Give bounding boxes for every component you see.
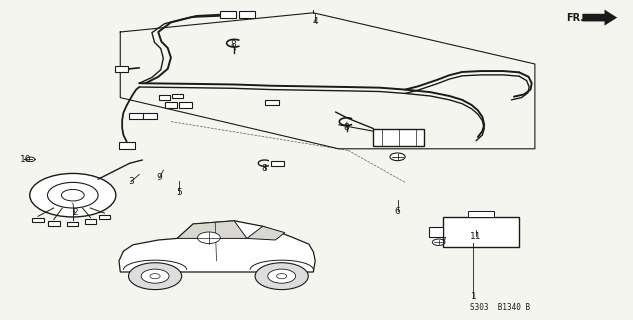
Bar [67, 222, 78, 226]
Circle shape [141, 269, 169, 283]
Circle shape [277, 274, 287, 279]
Text: 8: 8 [261, 164, 268, 173]
Bar [220, 11, 235, 18]
Bar [159, 95, 170, 100]
Circle shape [61, 189, 84, 201]
Circle shape [30, 173, 116, 217]
Bar [32, 218, 44, 222]
Bar [443, 217, 519, 247]
Circle shape [255, 263, 308, 290]
Text: 8: 8 [230, 40, 236, 49]
Bar [373, 129, 424, 147]
Bar [119, 142, 134, 149]
Circle shape [197, 232, 220, 244]
Text: 6: 6 [394, 207, 401, 216]
Circle shape [390, 153, 405, 161]
Bar [115, 66, 128, 72]
Bar [239, 11, 254, 18]
Polygon shape [247, 226, 285, 240]
Polygon shape [119, 221, 315, 272]
Text: 4: 4 [313, 17, 318, 26]
Text: 5: 5 [176, 188, 182, 197]
Bar [172, 93, 183, 99]
Bar [85, 219, 96, 224]
Circle shape [47, 182, 98, 208]
Polygon shape [582, 10, 617, 26]
Text: 11: 11 [470, 232, 482, 241]
Bar [271, 161, 284, 166]
Text: 7: 7 [440, 237, 446, 246]
Text: 9: 9 [156, 173, 163, 182]
Bar [429, 227, 443, 237]
Text: 1: 1 [470, 292, 477, 301]
Polygon shape [177, 221, 247, 238]
Text: 2: 2 [72, 208, 77, 217]
Circle shape [268, 269, 296, 283]
Bar [143, 113, 157, 119]
Text: 3: 3 [128, 177, 134, 186]
Circle shape [432, 239, 445, 245]
Bar [165, 102, 177, 108]
Text: 8: 8 [343, 123, 349, 132]
Bar [468, 211, 494, 217]
Text: FR.: FR. [566, 12, 584, 23]
Bar [48, 221, 60, 226]
Bar [129, 113, 143, 119]
Bar [179, 102, 192, 108]
Bar [99, 215, 110, 219]
Circle shape [26, 157, 35, 162]
Text: S303  B1340 B: S303 B1340 B [470, 303, 530, 312]
Circle shape [128, 263, 182, 290]
Circle shape [150, 274, 160, 279]
Text: 10: 10 [20, 155, 31, 164]
Bar [265, 100, 279, 105]
